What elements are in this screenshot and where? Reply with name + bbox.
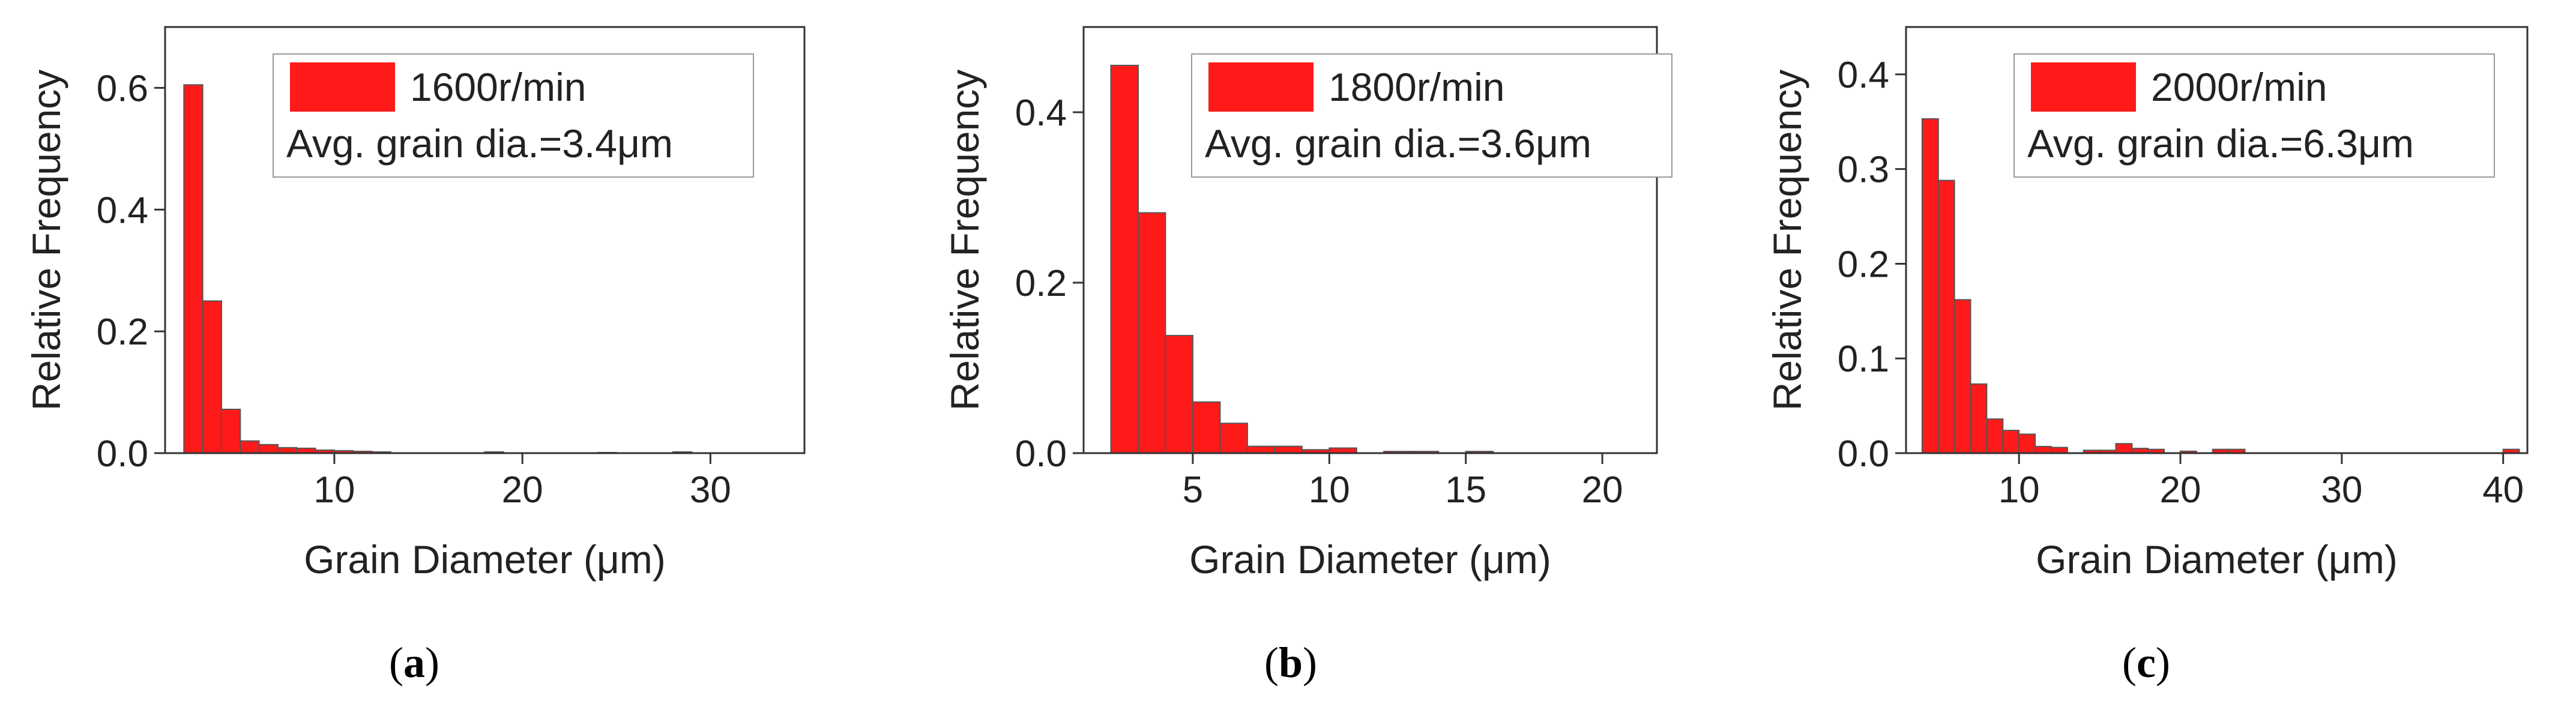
chart-panel-a: 0.0 0.2 0.4 0.6 10 20 30 Relative Frequency Grai…: [24, 26, 806, 687]
y-tick-label: 0.0: [97, 433, 148, 475]
x-axis-title: Grain Diameter (μm): [1189, 537, 1551, 582]
histogram-bar: [1110, 64, 1139, 454]
y-tick-label: 0.4: [1015, 92, 1067, 134]
legend-series-label: 2000r/min: [2151, 65, 2327, 109]
y-tick-label: 0.0: [1838, 433, 1889, 475]
y-tick-label: 0.2: [97, 311, 148, 353]
caption-open-paren: (: [389, 639, 403, 687]
histogram-bar: [240, 440, 260, 454]
y-tick-label: 0.2: [1838, 244, 1889, 285]
y-axis-title: Relative Frequency: [24, 70, 68, 411]
histogram-bar: [1192, 401, 1221, 454]
caption-letter: b: [1279, 639, 1303, 687]
caption-letter: c: [2137, 639, 2156, 687]
plot-frame: [1082, 26, 1658, 454]
y-tick-label: 0.4: [1838, 55, 1889, 96]
x-tick-label: 10: [313, 469, 355, 511]
legend-series-label: 1800r/min: [1329, 65, 1505, 109]
legend-swatch: [2031, 62, 2136, 112]
plot-frame: [164, 26, 806, 454]
x-tick-label: 5: [1183, 469, 1203, 511]
legend-swatch: [290, 62, 395, 112]
x-tick-label: 20: [1582, 469, 1623, 511]
histogram-bar: [1246, 445, 1276, 454]
histogram-bar: [258, 444, 279, 454]
y-tick-label: 0.0: [1015, 433, 1067, 475]
histogram-bar: [1165, 335, 1193, 454]
x-tick-label: 15: [1445, 469, 1486, 511]
x-axis-title: Grain Diameter (μm): [2036, 537, 2398, 582]
histogram-bar: [2018, 433, 2036, 454]
histogram-bar: [183, 84, 204, 454]
legend: 1600r/min Avg. grain dia.=3.4μm: [273, 53, 754, 178]
chart-panel-b: 0.0 0.2 0.4 5 10 15 20 Relative Frequency Grain …: [943, 26, 1673, 687]
legend-average-note: Avg. grain dia.=3.6μm: [1205, 121, 1591, 166]
y-axis-title: Relative Frequency: [943, 70, 987, 411]
x-tick-label: 30: [2321, 469, 2362, 511]
panel-caption: (b): [1264, 639, 1317, 687]
histogram-bar: [2002, 430, 2020, 454]
x-tick-label: 30: [690, 469, 731, 511]
histogram-bar: [202, 300, 222, 454]
chart-panel-c: 0.0 0.1 0.2 0.3 0.4 10 20 30 40 Relative Frequenc…: [1765, 26, 2529, 687]
y-tick-label: 0.1: [1838, 338, 1889, 380]
histogram-bar: [220, 408, 241, 454]
caption-close-paren: ): [2156, 639, 2170, 687]
legend: 1800r/min Avg. grain dia.=3.6μm: [1191, 53, 1673, 178]
y-tick-label: 0.2: [1015, 263, 1067, 304]
histogram-bar: [1953, 299, 1971, 454]
plot-frame: [1905, 26, 2529, 454]
x-tick-label: 20: [502, 469, 543, 511]
panel-caption: (a): [389, 639, 439, 687]
legend-average-note: Avg. grain dia.=3.4μm: [286, 121, 673, 166]
histogram-bar: [2035, 445, 2052, 454]
histogram-bar: [1137, 212, 1166, 454]
x-tick-label: 20: [2160, 469, 2201, 511]
histogram-bar: [1970, 383, 1988, 454]
histogram-bar: [1219, 423, 1248, 454]
legend-series-label: 1600r/min: [410, 65, 587, 109]
histogram-bar: [1921, 118, 1939, 454]
legend-swatch: [1208, 62, 1314, 112]
x-tick-label: 40: [2482, 469, 2524, 511]
histogram-bar: [1937, 179, 1955, 454]
x-tick-label: 10: [1998, 469, 2040, 511]
histogram-bar: [1274, 445, 1303, 454]
legend-average-note: Avg. grain dia.=6.3μm: [2027, 121, 2414, 166]
caption-close-paren: ): [425, 639, 439, 687]
y-tick-label: 0.3: [1838, 149, 1889, 191]
histogram-bar: [1986, 418, 2004, 454]
y-tick-label: 0.4: [97, 190, 148, 231]
y-tick-label: 0.6: [97, 68, 148, 109]
caption-open-paren: (: [2122, 639, 2137, 687]
y-axis-title: Relative Frequency: [1765, 70, 1809, 411]
caption-open-paren: (: [1264, 639, 1279, 687]
x-axis-title: Grain Diameter (μm): [304, 537, 666, 582]
panel-caption: (c): [2122, 639, 2170, 687]
caption-letter: a: [403, 639, 425, 687]
x-tick-label: 10: [1309, 469, 1350, 511]
histogram-bar: [2115, 443, 2133, 454]
caption-close-paren: ): [1303, 639, 1317, 687]
legend: 2000r/min Avg. grain dia.=6.3μm: [2013, 53, 2495, 178]
